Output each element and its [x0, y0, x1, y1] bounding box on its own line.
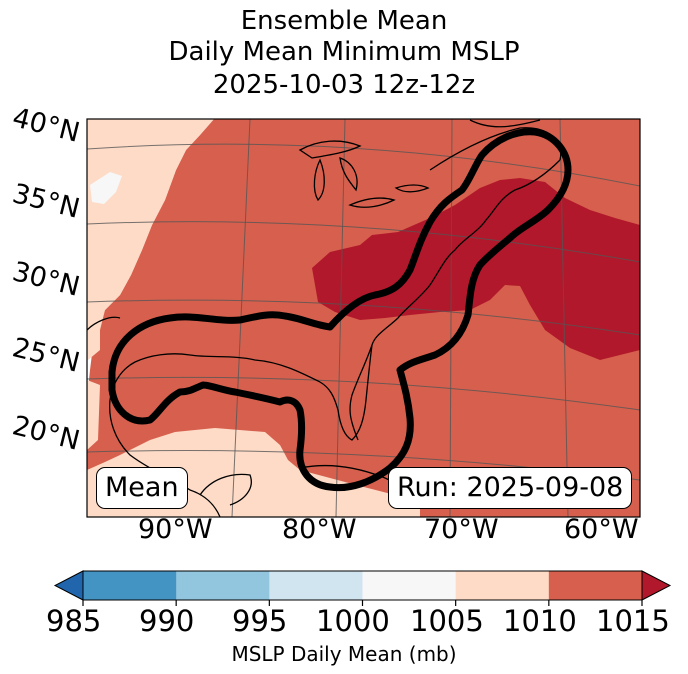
east-coast: [349, 159, 561, 441]
lon-label-70w: 70°W: [424, 514, 499, 545]
colorbar-bin-1010: [548, 571, 643, 600]
colorbar-tick-985: 985: [46, 604, 102, 638]
title-line-3: 2025-10-03 12z-12z: [212, 70, 476, 100]
florida: [319, 344, 373, 441]
colorbar-extend-high: [641, 570, 672, 601]
colorbar-label: MSLP Daily Mean (mb): [231, 642, 457, 666]
lon-label-90w: 90°W: [138, 514, 213, 545]
gulf-coast: [109, 353, 321, 401]
colorbar-tick-1005: 1005: [410, 604, 484, 638]
colorbar-bin-995: [269, 571, 363, 600]
title-line-1: Ensemble Mean: [240, 6, 448, 36]
high-pressure-southwest: [87, 380, 100, 450]
colorbar-tick-1000: 1000: [316, 604, 390, 638]
lake-ontario: [394, 184, 430, 193]
colorbar-tick-1010: 1010: [503, 604, 577, 638]
colorbar-bin-1005: [455, 571, 550, 600]
lon-label-60w: 60°W: [564, 514, 639, 545]
lake-erie: [348, 197, 396, 208]
mean-label-box: Mean: [96, 467, 188, 509]
colorbar-tick-995: 995: [232, 604, 288, 638]
colorbar-extend-low: [53, 570, 84, 601]
colorbar-tick-1015: 1015: [596, 604, 670, 638]
near-1000-patch: [90, 172, 122, 204]
lake-michigan: [313, 158, 325, 202]
colorbar-tick-990: 990: [139, 604, 195, 638]
colorbar-bin-985: [83, 571, 177, 600]
storm-track-envelope: [108, 128, 572, 492]
lake-superior: [298, 140, 362, 159]
colorbar: [53, 570, 672, 601]
title-line-2: Daily Mean Minimum MSLP: [168, 37, 520, 67]
lake-huron: [339, 157, 358, 192]
lon-label-80w: 80°W: [282, 514, 357, 545]
colorbar-bin-990: [176, 571, 270, 600]
map-frame: [86, 118, 641, 518]
colorbar-bin-1000: [362, 571, 457, 600]
colorbar-ticks: [82, 600, 643, 606]
yucatan: [199, 473, 252, 506]
run-date-box: Run: 2025-09-08: [388, 467, 633, 509]
